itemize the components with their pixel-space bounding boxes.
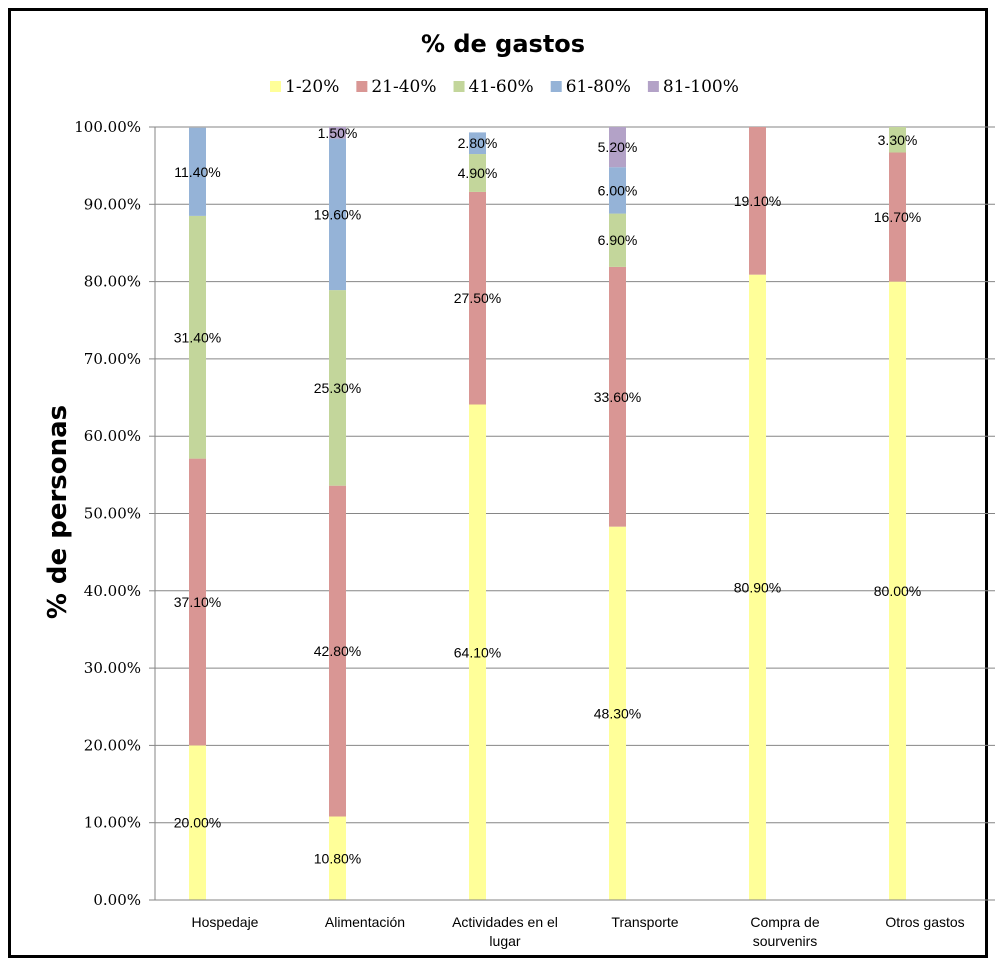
bar-compra-de-sourvenirs-21-40 <box>749 127 766 275</box>
gridlines <box>155 126 995 824</box>
data-label: 80.90% <box>734 579 781 595</box>
bar-hospedaje-61-80 <box>189 127 206 216</box>
data-label: 19.60% <box>314 206 361 222</box>
bar-alimentaci-n-81-100 <box>329 127 346 139</box>
data-label: 2.80% <box>458 135 498 151</box>
x-tick-label-line: Actividades en el <box>452 914 558 930</box>
data-label: 5.20% <box>598 139 638 155</box>
bar-transporte-81-100 <box>609 127 626 168</box>
y-tick-label: 20.00% <box>84 736 141 754</box>
x-tick-label-line: Transporte <box>611 914 678 930</box>
bar-alimentaci-n-1-20 <box>329 816 346 900</box>
y-tick-label: 100.00% <box>74 118 141 136</box>
data-label: 16.70% <box>874 209 921 225</box>
y-tick-label: 30.00% <box>84 659 141 677</box>
y-tick-label: 50.00% <box>84 505 141 523</box>
data-label: 31.40% <box>174 329 221 345</box>
bar-otros-gastos-1-20 <box>889 281 906 901</box>
data-label: 27.50% <box>454 290 501 306</box>
legend-swatch-21-40 <box>356 81 368 92</box>
y-tick-label: 10.00% <box>84 814 141 832</box>
legend-label-1-20: 1-20% <box>285 77 339 97</box>
data-label: 64.10% <box>454 644 501 660</box>
x-tick-label: Compra de sourvenirs <box>750 914 819 949</box>
bar-actividades-en-el-lugar-41-60 <box>469 154 486 192</box>
data-labels: 20.00% 37.10% 31.40% 11.40% 10.80% 42.80% 25.3… <box>174 125 921 866</box>
data-label: 6.90% <box>598 232 638 248</box>
bar-transporte-41-60 <box>609 213 626 267</box>
data-label: 48.30% <box>594 705 641 721</box>
y-tick-label: 90.00% <box>84 195 141 213</box>
bar-transporte-61-80 <box>609 167 626 214</box>
legend-swatch-61-80 <box>550 81 562 92</box>
x-tick-label: Otros gastos <box>885 914 964 930</box>
legend-label-61-80: 61-80% <box>566 77 631 97</box>
bar-transporte-21-40 <box>609 266 626 527</box>
legend-swatch-81-100 <box>647 81 659 92</box>
x-tick-label: Alimentación <box>325 914 405 930</box>
x-tick-label-line: Otros gastos <box>885 914 964 930</box>
bar-hospedaje-21-40 <box>189 458 206 746</box>
data-label: 20.00% <box>174 815 221 831</box>
x-tick-label-line: Compra de <box>750 914 819 930</box>
chart-title: % de gastos <box>421 30 585 58</box>
data-label: 33.60% <box>594 389 641 405</box>
bar-alimentaci-n-41-60 <box>329 290 346 486</box>
y-axis-label: % de personas <box>43 405 73 619</box>
legend-label-81-100: 81-100% <box>663 77 739 97</box>
data-label: 19.10% <box>734 193 781 209</box>
legend-swatch-41-60 <box>453 81 465 92</box>
data-label: 10.80% <box>314 850 361 866</box>
y-tick-label: 80.00% <box>84 273 141 291</box>
legend-label-41-60: 41-60% <box>469 77 534 97</box>
data-label: 6.00% <box>598 182 638 198</box>
y-tick-label: 70.00% <box>84 350 141 368</box>
bar-alimentaci-n-61-80 <box>329 138 346 291</box>
bars <box>189 127 906 901</box>
chart-frame <box>8 8 988 958</box>
bar-hospedaje-1-20 <box>189 745 206 900</box>
bar-actividades-en-el-lugar-21-40 <box>469 191 486 405</box>
y-tick-label: 0.00% <box>93 891 141 909</box>
bar-transporte-1-20 <box>609 526 626 900</box>
data-label: 11.40% <box>174 164 220 180</box>
bar-compra-de-sourvenirs-1-20 <box>749 274 766 900</box>
bar-hospedaje-41-60 <box>189 215 206 459</box>
data-label: 4.90% <box>458 165 498 181</box>
legend-swatch-1-20 <box>270 81 281 92</box>
legend: 1-20% 21-40% 41-60% 61-80% 81-100% <box>270 77 739 97</box>
data-label: 37.10% <box>174 594 221 610</box>
x-tick-label-line: Alimentación <box>325 914 405 930</box>
bar-actividades-en-el-lugar-61-80 <box>469 132 486 155</box>
data-label: 25.30% <box>314 380 361 396</box>
data-label: 1.50% <box>318 125 358 141</box>
data-label: 80.00% <box>874 583 921 599</box>
x-tick-label-line: sourvenirs <box>753 933 818 949</box>
x-tick-label-line: Hospedaje <box>192 914 259 930</box>
bar-otros-gastos-41-60 <box>889 127 906 153</box>
x-axis-ticks: Hospedaje Alimentación Actividades en el lu… <box>192 914 965 949</box>
bar-otros-gastos-21-40 <box>889 152 906 282</box>
bar-actividades-en-el-lugar-1-20 <box>469 404 486 900</box>
data-label: 42.80% <box>314 643 361 659</box>
legend-label-21-40: 21-40% <box>371 77 436 97</box>
bar-alimentaci-n-21-40 <box>329 485 346 817</box>
y-axis-ticks: 0.00% 10.00% 20.00% 30.00% 40.00% 50.00% 60.00… <box>74 118 155 909</box>
x-tick-label-line: lugar <box>489 933 520 949</box>
x-tick-label: Hospedaje <box>192 914 259 930</box>
data-label: 3.30% <box>878 132 918 148</box>
x-tick-label: Transporte <box>611 914 678 930</box>
y-tick-label: 60.00% <box>84 427 141 445</box>
x-tick-label: Actividades en el lugar <box>452 914 558 949</box>
y-tick-label: 40.00% <box>84 582 141 600</box>
